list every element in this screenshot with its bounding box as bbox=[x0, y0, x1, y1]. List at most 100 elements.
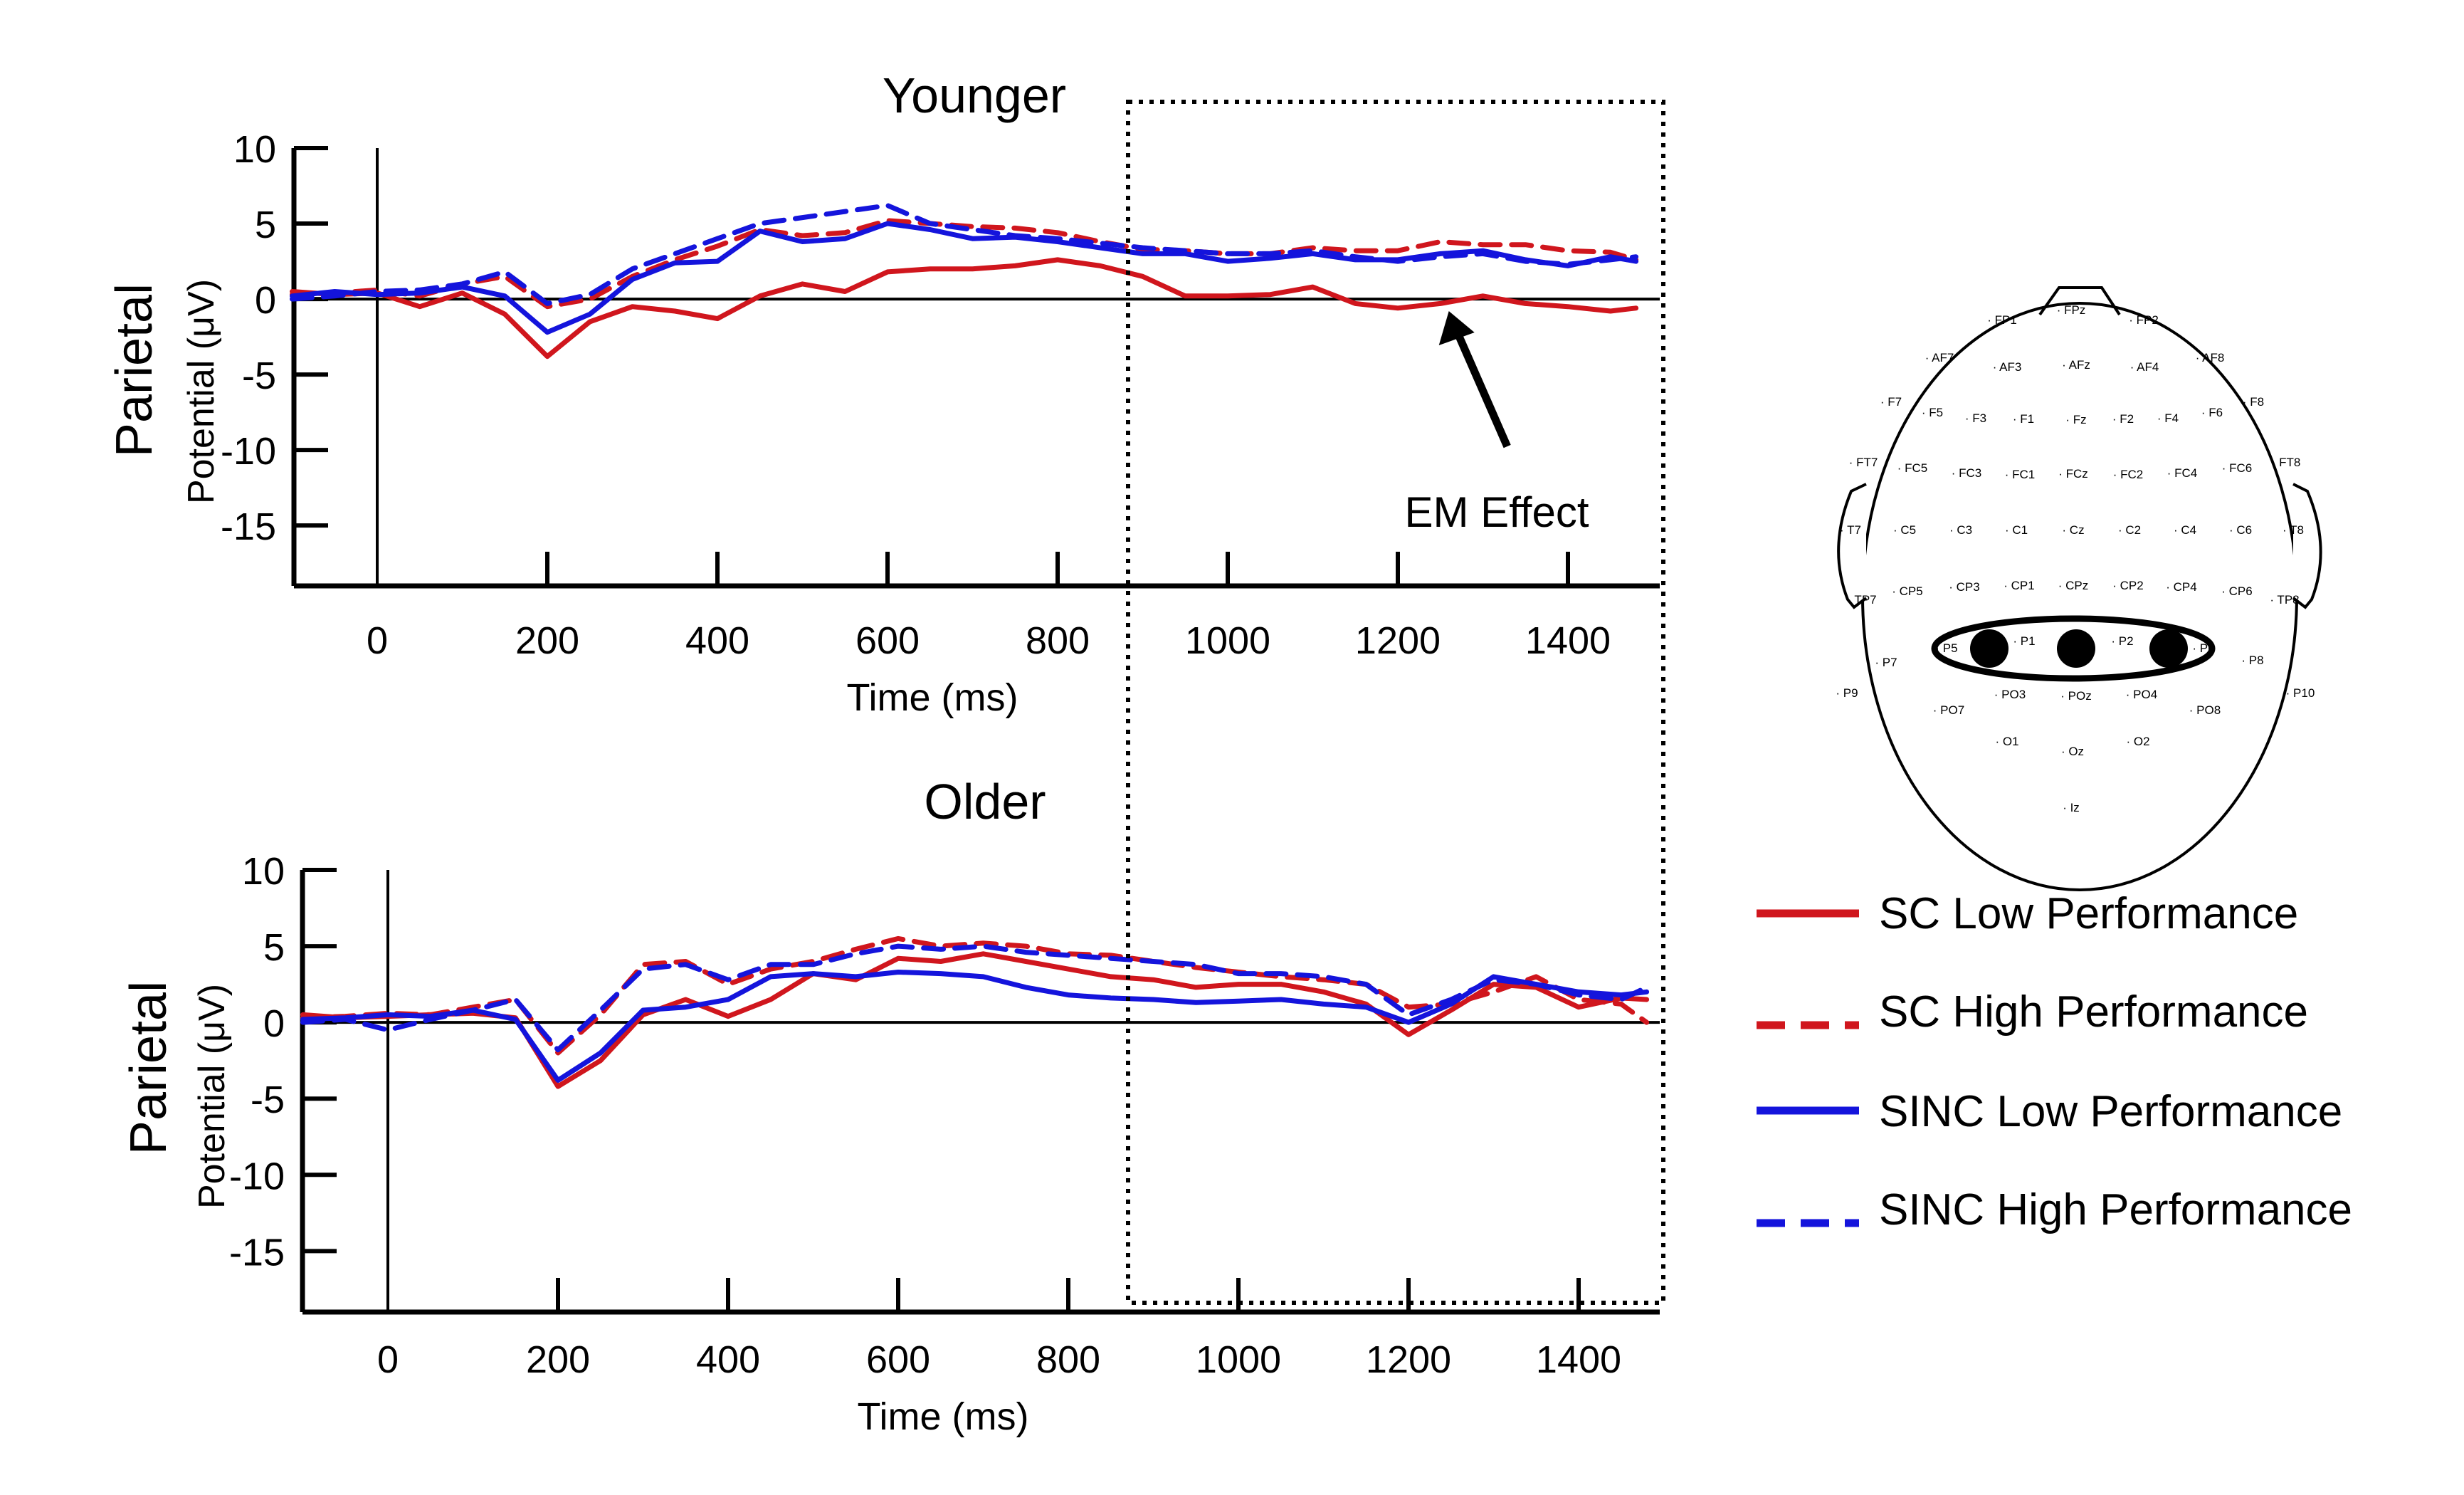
electrode-label-p5: · P5 bbox=[1935, 641, 1957, 655]
y-tick-label: 5 bbox=[255, 204, 276, 246]
electrode-label-p10: · P10 bbox=[2286, 686, 2315, 700]
electrode-label-po4: · PO4 bbox=[2126, 688, 2157, 701]
legend-label: SINC High Performance bbox=[1879, 1185, 2352, 1234]
electrode-label-fpz: · FPz bbox=[2057, 303, 2086, 317]
nose bbox=[2038, 286, 2121, 316]
x-axis-label: Time (ms) bbox=[847, 676, 1018, 719]
electrode-label-cp4: · CP4 bbox=[2166, 580, 2196, 594]
electrode-label-cp1: · CP1 bbox=[2004, 579, 2034, 592]
legend-item-sc-low: SC Low Performance bbox=[1757, 889, 2298, 938]
region-label: Parietal bbox=[106, 283, 163, 457]
electrode-label-af7: · AF7 bbox=[1925, 351, 1954, 364]
electrode-label-ft7: · FT7 bbox=[1849, 456, 1878, 469]
electrode-label-p9: · P9 bbox=[1836, 686, 1858, 700]
legend: SC Low Performance SC High Performance S… bbox=[1757, 889, 2352, 1234]
y-tick-label: -15 bbox=[229, 1231, 285, 1274]
electrode-label-oz: · Oz bbox=[2061, 745, 2084, 758]
series-sinc-high-performance bbox=[300, 943, 1650, 1053]
electrode-label-p2: · P2 bbox=[2111, 634, 2133, 648]
y-tick-label: -15 bbox=[221, 505, 276, 548]
y-tick-label: 5 bbox=[263, 926, 285, 969]
x-tick-label: 0 bbox=[377, 1338, 399, 1381]
electrode-label-f3: · F3 bbox=[1965, 411, 1986, 425]
electrode-label-cz: · Cz bbox=[2062, 523, 2084, 537]
y-tick-label: -5 bbox=[242, 355, 276, 397]
em-effect-arrow bbox=[1453, 330, 1511, 448]
electrode-label-p1: · P1 bbox=[2013, 634, 2035, 648]
electrode-label-f2: · F2 bbox=[2112, 412, 2134, 426]
electrode-label-fp1: · FP1 bbox=[1987, 313, 2017, 327]
electrode-label-c5: · C5 bbox=[1893, 523, 1916, 537]
series-sc-low-performance bbox=[290, 257, 1639, 360]
series-sinc-low-performance bbox=[300, 970, 1650, 1083]
electrode-label-tp8: · TP8 bbox=[2270, 593, 2299, 607]
em-effect-arrowhead bbox=[1438, 311, 1475, 346]
electrode-label-cp5: · CP5 bbox=[1892, 584, 1922, 598]
x-tick-label: 1000 bbox=[1185, 619, 1270, 662]
electrode-label-f7: · F7 bbox=[1880, 395, 1902, 409]
region-label: Parietal bbox=[120, 981, 177, 1155]
legend-item-sinc-high: SINC High Performance bbox=[1757, 1185, 2352, 1234]
electrode-label-f8: · F8 bbox=[2243, 395, 2264, 409]
electrode-label-poz: · POz bbox=[2060, 689, 2091, 703]
panel-title: Younger bbox=[883, 68, 1066, 123]
electrode-label-cp6: · CP6 bbox=[2221, 584, 2252, 598]
y-tick-label: 0 bbox=[255, 279, 276, 322]
x-tick-label: 1400 bbox=[1536, 1338, 1621, 1381]
right-ear bbox=[2292, 483, 2322, 609]
electrode-label-c4: · C4 bbox=[2174, 523, 2196, 537]
electrode-label-afz: · AFz bbox=[2062, 358, 2090, 372]
electrode-label-fcz: · FCz bbox=[2058, 467, 2088, 481]
electrode-marker-p6 bbox=[2149, 629, 2188, 668]
electrode-label-o1: · O1 bbox=[1995, 735, 2018, 748]
x-tick-label: 800 bbox=[1026, 619, 1090, 662]
electrode-label-o2: · O2 bbox=[2126, 735, 2149, 748]
electrode-label-po7: · PO7 bbox=[1933, 703, 1964, 717]
x-tick-label: 800 bbox=[1036, 1338, 1100, 1381]
y-tick-label: -10 bbox=[229, 1155, 285, 1197]
left-ear bbox=[1837, 483, 1868, 609]
electrode-label-t8: · T8 bbox=[2283, 523, 2304, 537]
electrode-label-t7: · T7 bbox=[1840, 523, 1861, 537]
electrode-label-f6: · F6 bbox=[2201, 406, 2223, 419]
highlighted-electrode-region bbox=[1931, 615, 2216, 682]
x-tick-label: 600 bbox=[855, 619, 920, 662]
electrode-label-fz: · Fz bbox=[2065, 413, 2086, 426]
electrode-label-c6: · C6 bbox=[2229, 523, 2252, 537]
em-effect-window bbox=[1126, 100, 1665, 1305]
x-tick-label: 600 bbox=[866, 1338, 930, 1381]
x-tick-label: 1200 bbox=[1355, 619, 1441, 662]
electrode-labels: · FP1 · FPz · FP2 · AF7 · AF3 · AFz · AF4 · AF8… bbox=[1836, 303, 2315, 814]
x-tick-label: 0 bbox=[367, 619, 388, 662]
electrode-label-cpz: · CPz bbox=[2058, 579, 2089, 592]
series-sinc-high-performance bbox=[290, 203, 1639, 306]
y-tick-label: 10 bbox=[233, 128, 276, 171]
electrode-label-tp7: · TP7 bbox=[1847, 593, 1876, 607]
electrode-label-c2: · C2 bbox=[2118, 523, 2141, 537]
em-effect-label: EM Effect bbox=[1405, 488, 1589, 536]
panel-title: Older bbox=[924, 774, 1046, 829]
electrode-label-po3: · PO3 bbox=[1994, 688, 2026, 701]
electrode-marker-p5 bbox=[1970, 629, 2008, 668]
electrode-label-c1: · C1 bbox=[2005, 523, 2028, 537]
x-axis-label: Time (ms) bbox=[858, 1395, 1029, 1438]
legend-label: SINC Low Performance bbox=[1879, 1087, 2342, 1136]
electrode-label-af8: · AF8 bbox=[2196, 351, 2225, 364]
electrode-label-fc3: · FC3 bbox=[1952, 466, 1982, 480]
older-panel: Older Parietal Potential (μV) Time (ms) … bbox=[120, 774, 1660, 1438]
electrode-label-fp2: · FP2 bbox=[2129, 313, 2159, 327]
electrode-label-cp2: · CP2 bbox=[2112, 579, 2143, 592]
x-tick-label: 1000 bbox=[1196, 1338, 1281, 1381]
electrode-label-af4: · AF4 bbox=[2130, 360, 2159, 374]
electrode-label-po8: · PO8 bbox=[2189, 703, 2221, 717]
electrode-label-c3: · C3 bbox=[1949, 523, 1972, 537]
x-tick-label: 200 bbox=[526, 1338, 590, 1381]
younger-plot: 10 5 0 -5 -10 -15 0 200 400 600 800 1000 1200 1400 bbox=[221, 128, 1660, 662]
y-tick-label: -10 bbox=[221, 430, 276, 473]
x-tick-label: 200 bbox=[515, 619, 579, 662]
electrode-label-f1: · F1 bbox=[2013, 412, 2034, 426]
legend-item-sinc-low: SINC Low Performance bbox=[1757, 1087, 2342, 1136]
y-tick-label: 0 bbox=[263, 1002, 285, 1045]
electrode-label-iz: · Iz bbox=[2063, 801, 2080, 814]
